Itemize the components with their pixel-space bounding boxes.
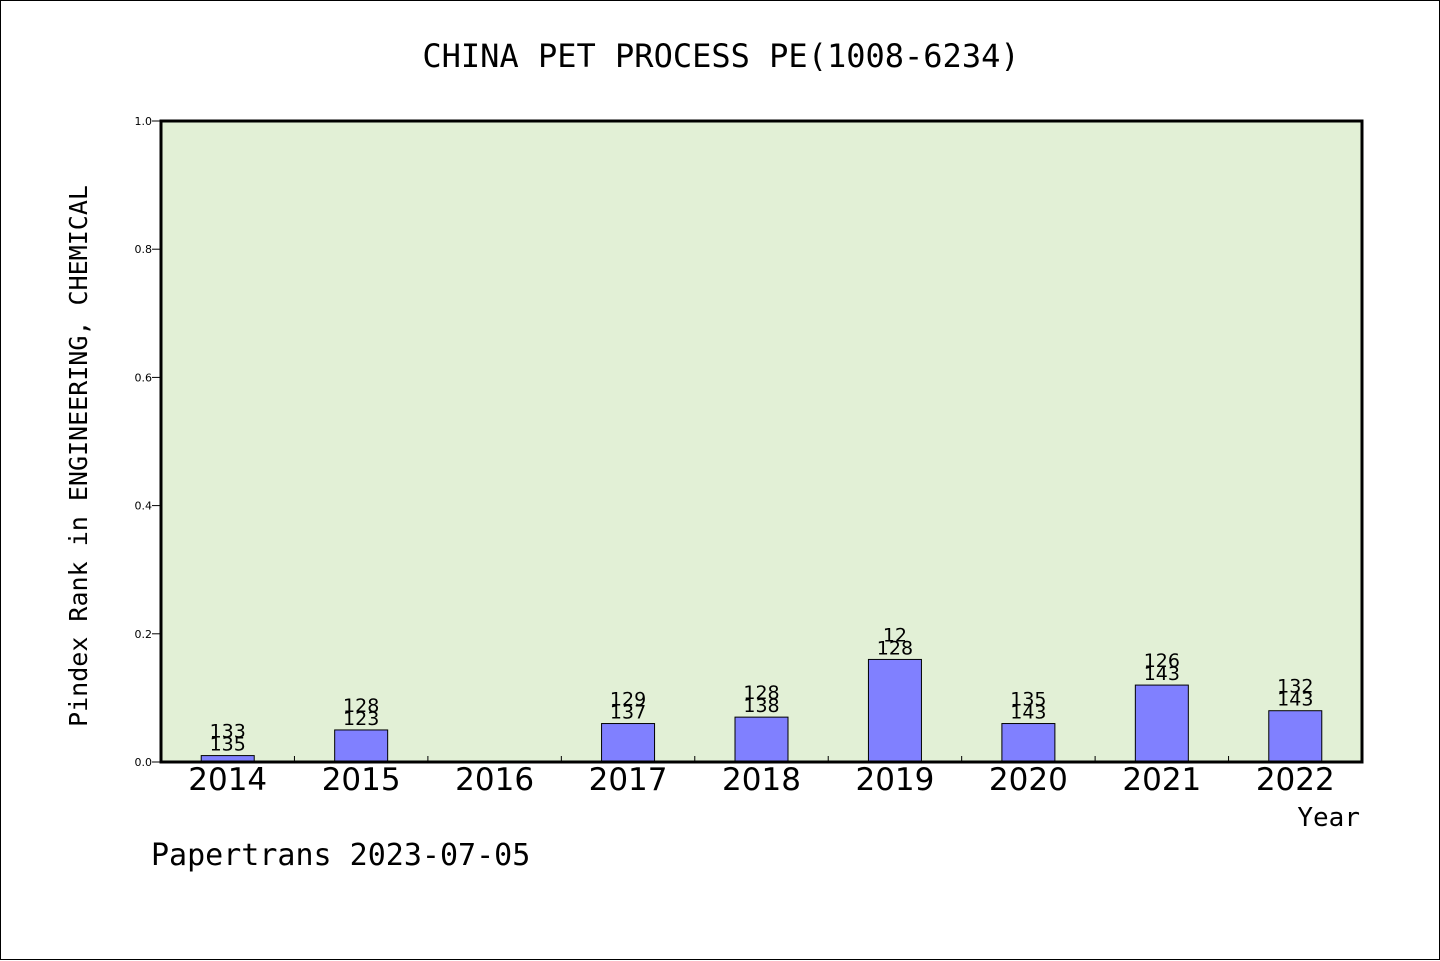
bar-2021 [1134,684,1189,763]
data-label-top: 135 [1010,689,1046,711]
y-tick-label: 0.6 [135,371,153,384]
data-label-top: 128 [343,695,379,717]
y-axis-label: Pindex Rank in ENGINEERING, CHEMICAL [64,185,93,727]
data-label-bottom: 138 [743,695,779,717]
y-axis: 0.0 0.2 0.4 0.6 0.8 1.0 [135,115,161,769]
x-axis-label: Year [1297,803,1360,833]
plot-border [159,119,1364,764]
bar-2017 [601,723,656,763]
data-label-bottom: 123 [343,708,379,730]
x-tick-label: 2019 [855,762,934,798]
x-axis: 2014 2015 2016 2017 2018 2019 2020 2021 2022 [188,756,1335,798]
y-tick-label: 0.4 [135,500,153,513]
data-label-bottom: 143 [1010,702,1046,724]
y-tick-label: 1.0 [135,115,153,128]
data-label-top: 128 [743,682,779,704]
data-label-bottom: 137 [610,702,646,724]
y-tick-label: 0.0 [135,756,153,769]
data-label-top: 133 [210,721,246,743]
x-tick-label: 2022 [1256,762,1335,798]
data-label-bottom: 128 [877,637,913,659]
bar-2020 [1001,723,1056,763]
data-label-top: 132 [1277,676,1313,698]
data-label-top: 129 [610,689,646,711]
data-label-bottom: 135 [210,734,246,756]
x-tick-label: 2018 [722,762,801,798]
x-tick-label: 2020 [989,762,1068,798]
bar-2019 [867,658,922,763]
plot-area [161,121,1362,762]
bar-2018 [734,716,789,763]
x-tick-label: 2017 [589,762,668,798]
y-tick-label: 0.2 [135,628,153,641]
x-tick-label: 2014 [188,762,267,798]
x-tick-label: 2021 [1122,762,1201,798]
data-label-top: 126 [1144,650,1180,672]
bar-2015 [334,729,389,763]
chart-title: CHINA PET PROCESS PE(1008-6234) [422,37,1019,75]
data-label-bottom: 143 [1144,663,1180,685]
footer-credit: Papertrans 2023-07-05 [151,838,530,873]
bar-2022 [1268,710,1323,763]
data-label-top: 12 [883,624,907,646]
x-tick-label: 2016 [455,762,534,798]
y-tick-label: 0.8 [135,243,153,256]
data-label-bottom: 143 [1277,689,1313,711]
x-tick-label: 2015 [322,762,401,798]
